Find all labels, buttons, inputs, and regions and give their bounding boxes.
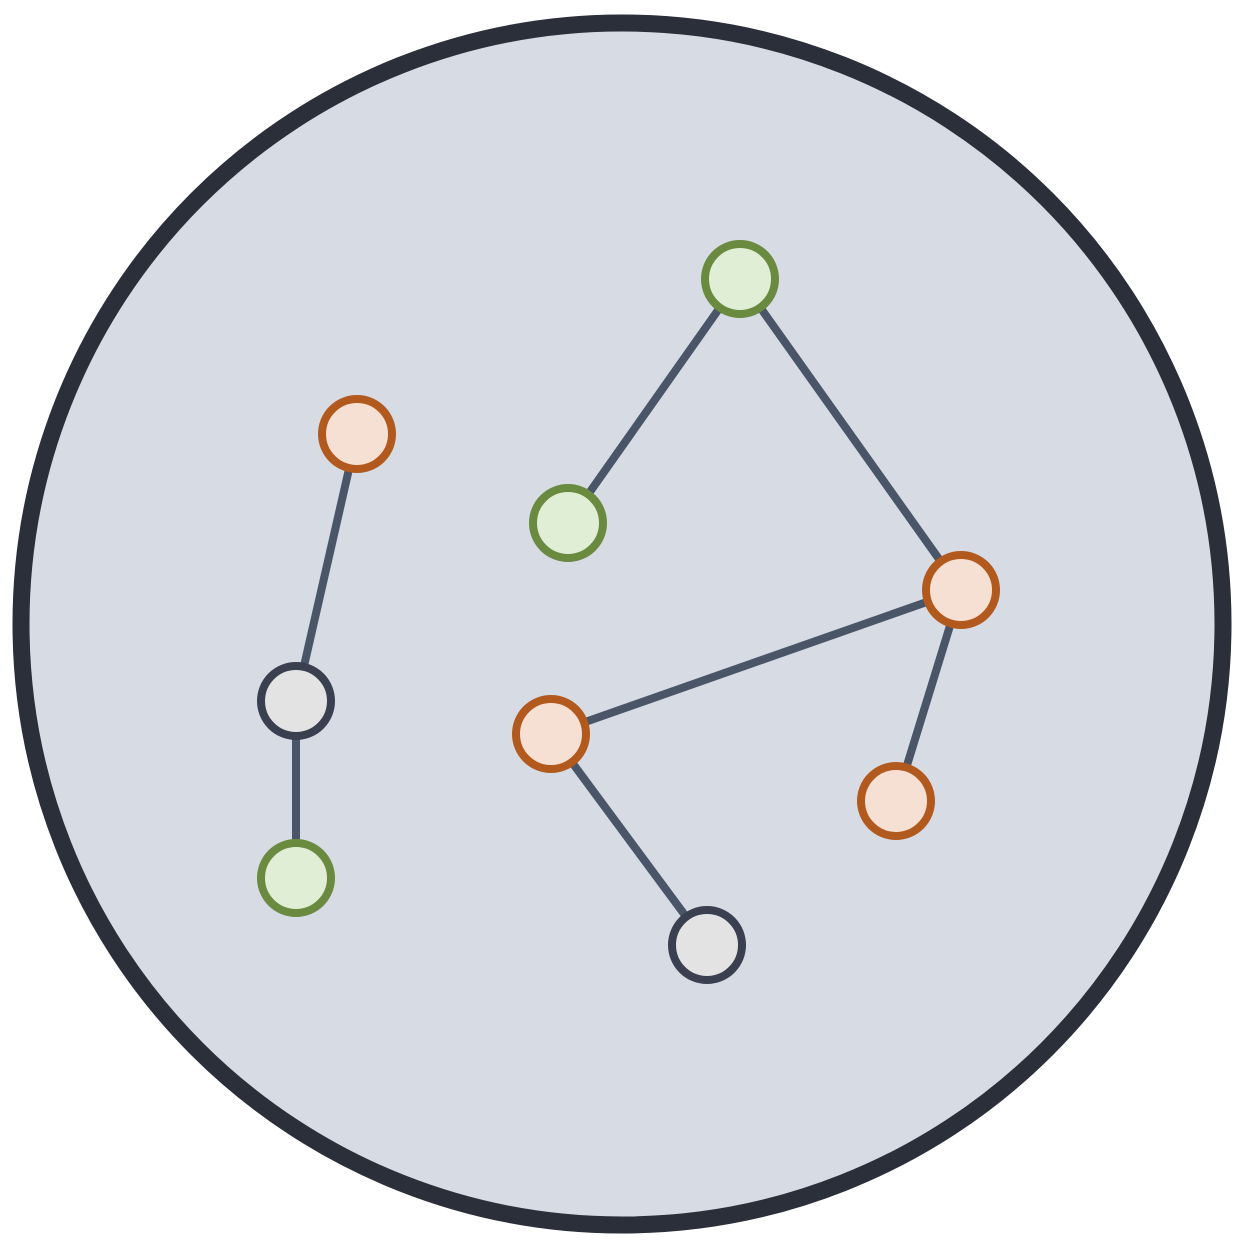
edge-n4-n6 (736, 275, 965, 594)
node-green-n3 (257, 839, 335, 917)
node-orange-n8 (857, 762, 935, 840)
edge-n7-n9 (547, 730, 711, 949)
container-disc (12, 14, 1232, 1234)
edge-n1-n2 (292, 430, 361, 705)
node-gray-n9 (668, 906, 746, 984)
edge-n4-n5 (564, 275, 744, 527)
node-orange-n7 (512, 695, 590, 773)
node-layer (257, 240, 1000, 984)
node-gray-n2 (257, 662, 335, 740)
edge-n6-n7 (547, 586, 965, 738)
node-green-n4 (701, 240, 779, 318)
node-orange-n1 (318, 395, 396, 473)
node-green-n5 (529, 484, 607, 562)
node-orange-n6 (922, 551, 1000, 629)
